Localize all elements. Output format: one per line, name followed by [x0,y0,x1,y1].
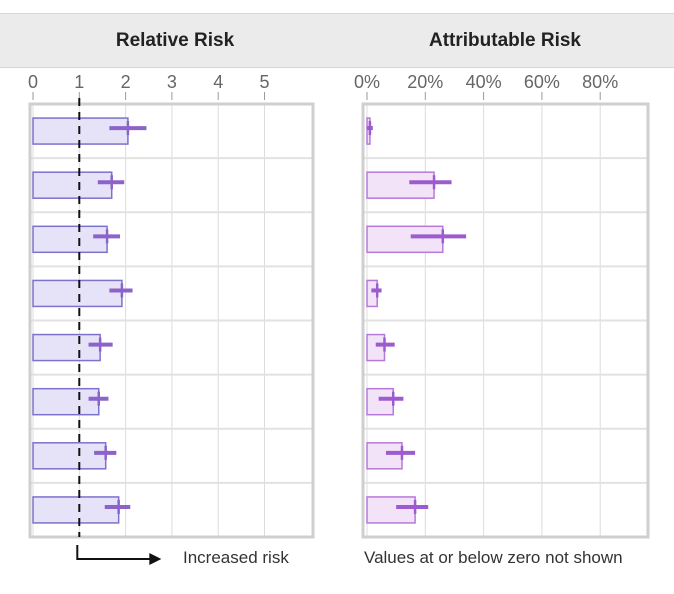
rr-tick-label: 1 [74,72,84,92]
increased-risk-label: Increased risk [183,548,289,568]
rr-bar [33,443,106,469]
rr-tick-label: 4 [213,72,223,92]
rr-bar [33,172,112,198]
rr-tick-label: 3 [167,72,177,92]
ar-bar [367,280,377,306]
rr-tick-label: 0 [28,72,38,92]
rr-bar [33,280,122,306]
values-not-shown-note: Values at or below zero not shown [364,548,623,568]
ar-bar [367,389,393,415]
ar-bar [367,497,415,523]
ar-tick-label: 40% [466,72,502,92]
ar-tick-label: 0% [354,72,380,92]
rr-tick-label: 2 [121,72,131,92]
rr-bar [33,226,107,252]
ar-bar [367,335,384,361]
rr-tick-label: 5 [259,72,269,92]
rr-bar [33,118,128,144]
rr-bar [33,389,99,415]
ar-tick-label: 60% [524,72,560,92]
ar-tick-label: 20% [407,72,443,92]
ar-bar [367,443,402,469]
rr-bar [33,497,119,523]
rr-bar [33,335,100,361]
ar-bar [367,226,443,252]
increased-risk-arrow [77,545,151,559]
arrow-head-icon [149,553,161,565]
ar-bar [367,172,434,198]
ar-tick-label: 80% [582,72,618,92]
